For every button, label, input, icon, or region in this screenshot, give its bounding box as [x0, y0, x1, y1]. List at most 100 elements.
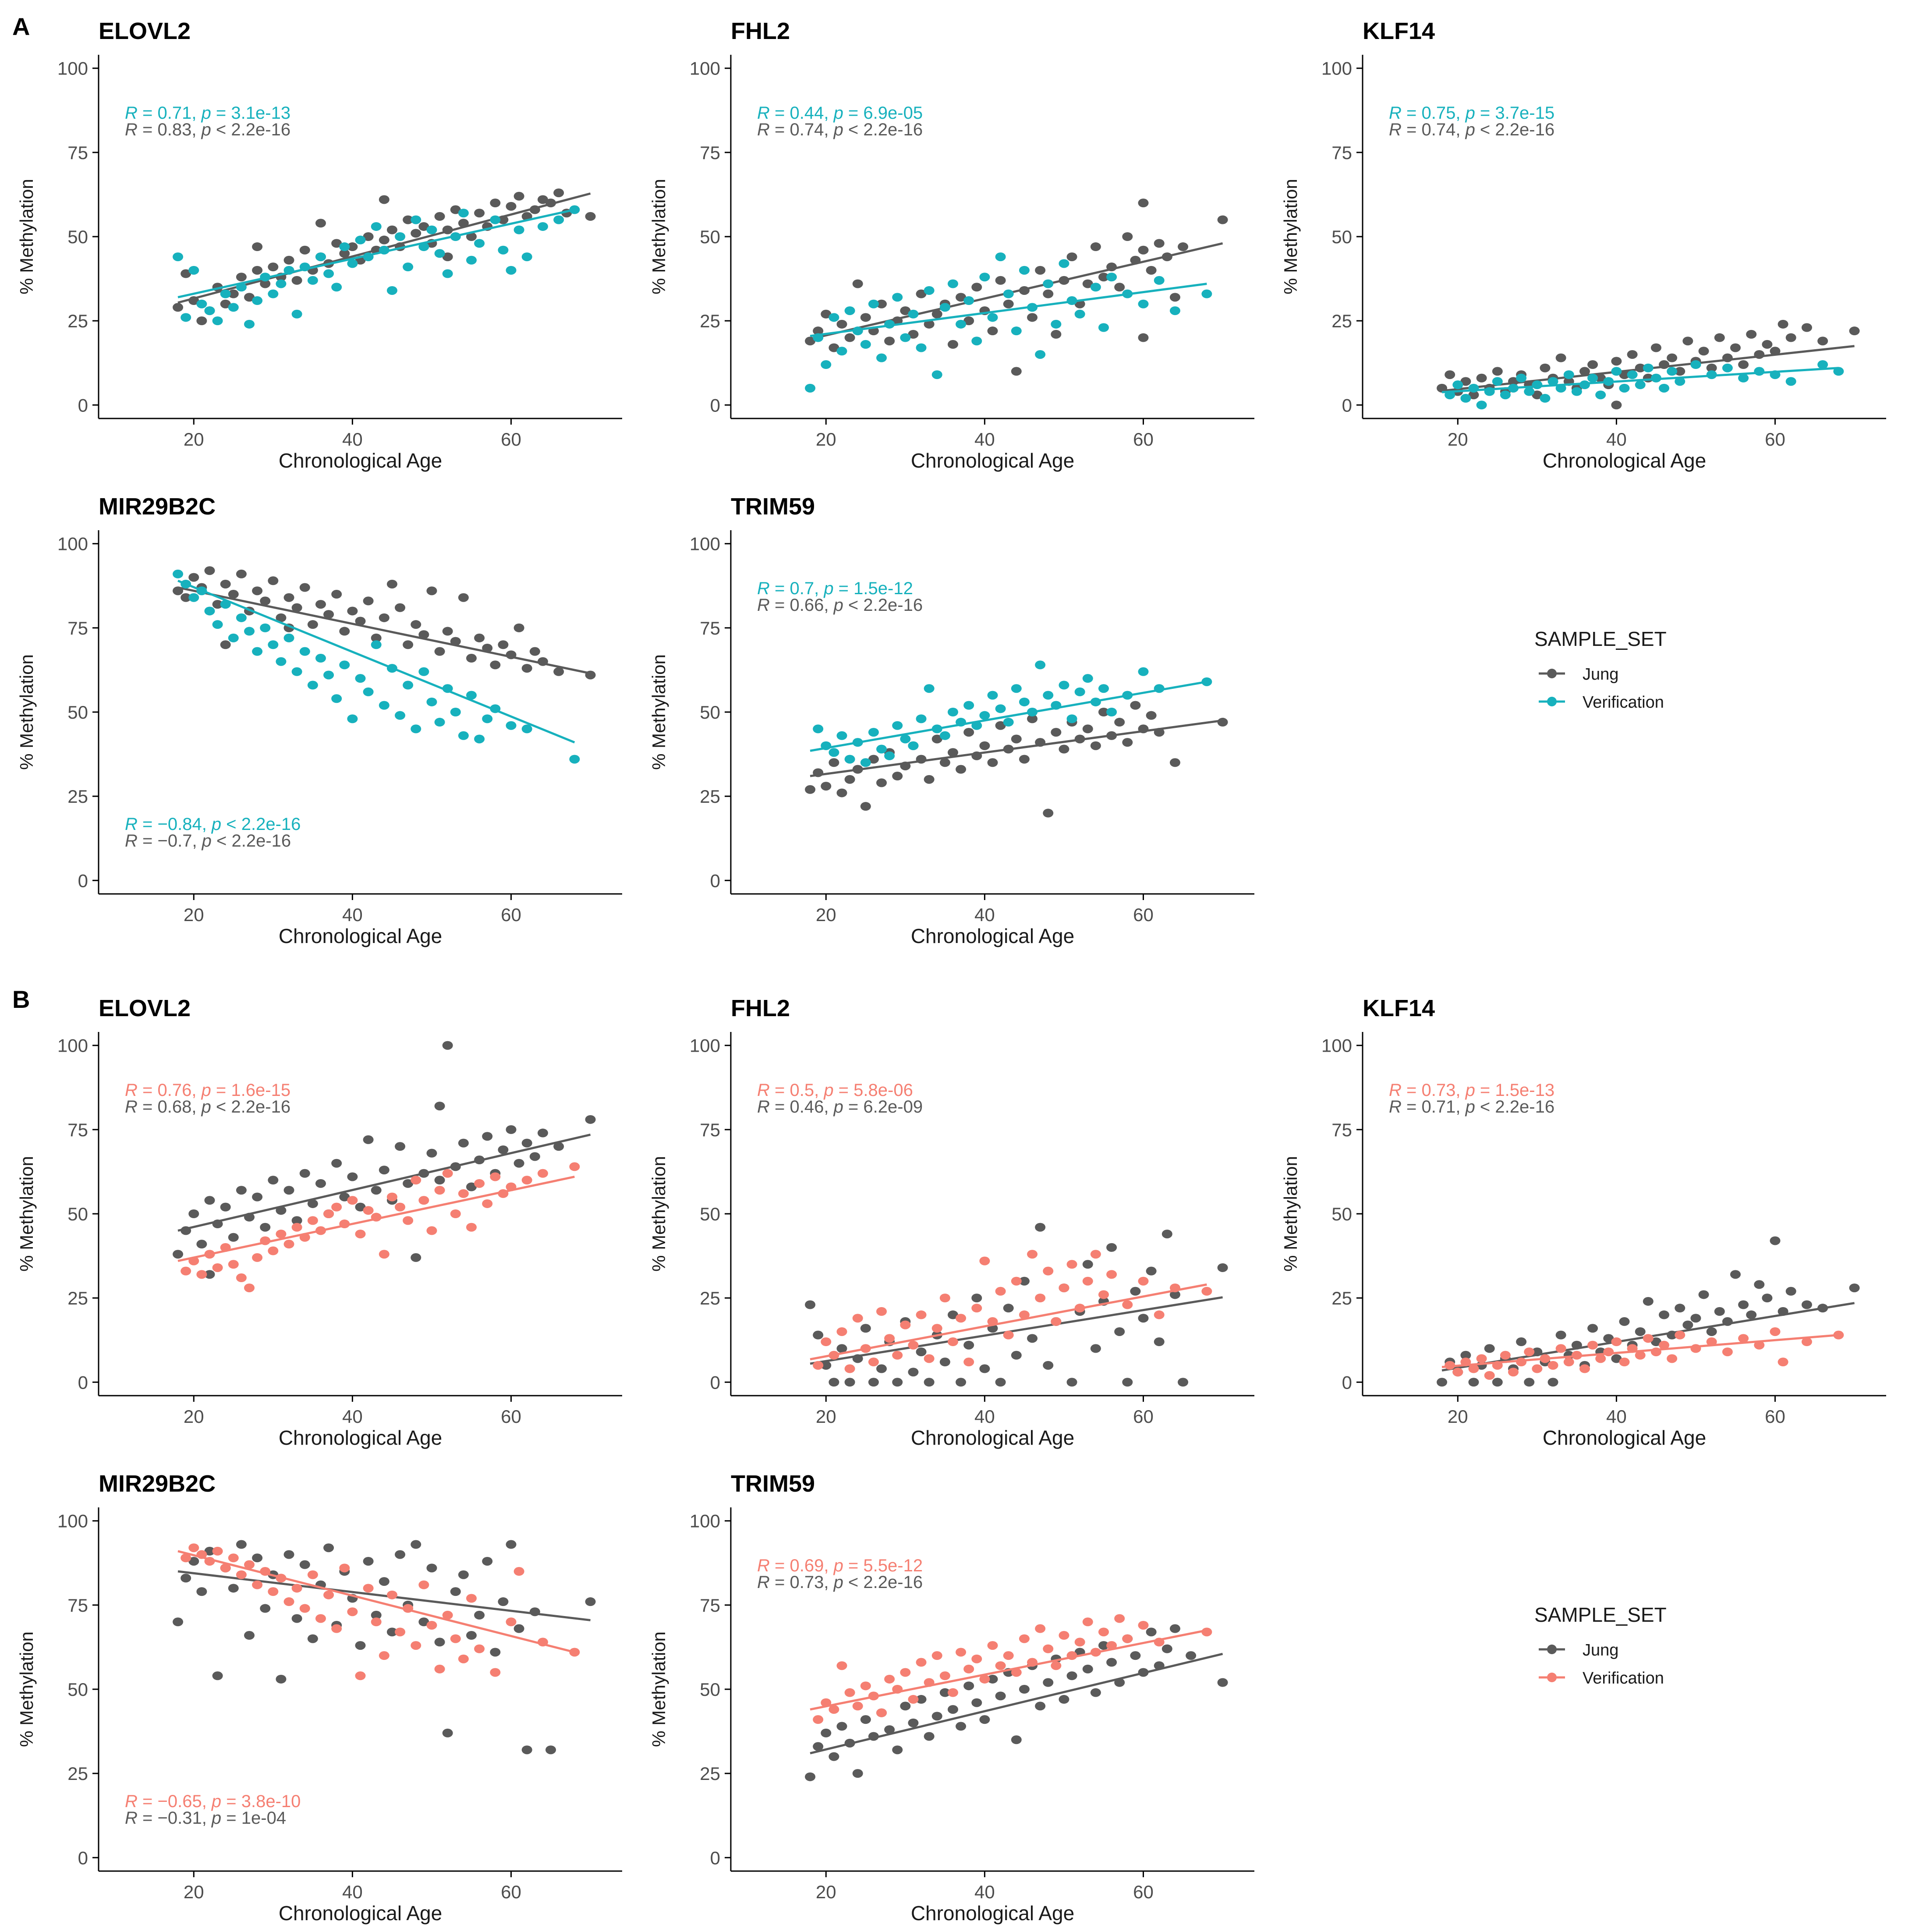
- data-point: [1738, 373, 1749, 383]
- panel-a-fhl2: FHL2 0 25 50 75 100 20 40 60 Chronological Age % M…: [648, 18, 1254, 472]
- data-point: [1611, 1354, 1622, 1363]
- legend-b: SAMPLE_SET Jung Verification: [1534, 1603, 1667, 1687]
- data-point: [963, 316, 974, 326]
- data-point: [363, 1135, 374, 1144]
- y-tick-label: 100: [57, 1511, 88, 1531]
- data-point: [236, 1273, 247, 1283]
- y-tick-label: 100: [57, 58, 88, 79]
- data-point: [1635, 1327, 1646, 1336]
- data-point: [466, 691, 477, 700]
- data-point: [1043, 289, 1054, 298]
- data-point: [1667, 367, 1678, 376]
- panel-title: TRIM59: [731, 1471, 815, 1497]
- data-point: [939, 1688, 950, 1697]
- data-point: [220, 299, 231, 308]
- data-point: [1460, 1351, 1471, 1360]
- data-point: [1138, 1314, 1149, 1323]
- data-point: [1460, 393, 1471, 403]
- data-point: [204, 1546, 215, 1556]
- data-point: [1627, 350, 1638, 359]
- data-point: [1138, 1276, 1149, 1286]
- data-point: [1066, 1378, 1077, 1387]
- data-point: [924, 286, 935, 295]
- data-point: [299, 245, 310, 255]
- data-point: [371, 222, 382, 231]
- data-point: [347, 1196, 358, 1205]
- data-point: [971, 1304, 982, 1313]
- x-tick-label: 60: [1133, 904, 1154, 925]
- data-point: [291, 309, 302, 319]
- data-point: [426, 1226, 437, 1235]
- data-point: [979, 1364, 990, 1373]
- data-point: [545, 1745, 556, 1755]
- data-point: [426, 697, 437, 706]
- x-tick-label: 20: [816, 1406, 836, 1427]
- data-point: [1484, 1344, 1495, 1353]
- data-point: [426, 1563, 437, 1573]
- data-point: [1090, 283, 1101, 292]
- data-point: [299, 1169, 310, 1178]
- data-point: [939, 1358, 950, 1367]
- data-point: [1138, 299, 1149, 308]
- data-point: [916, 1658, 927, 1667]
- data-point: [363, 1556, 374, 1566]
- data-point: [252, 1553, 263, 1563]
- data-point: [1468, 1378, 1479, 1387]
- data-point: [537, 1169, 548, 1178]
- data-point: [931, 734, 942, 744]
- data-point: [1722, 1347, 1733, 1357]
- data-point: [1746, 330, 1757, 339]
- data-point: [836, 1661, 847, 1670]
- data-point: [1437, 1378, 1448, 1387]
- data-point: [411, 724, 421, 734]
- data-point: [276, 1230, 287, 1239]
- data-point: [868, 1358, 879, 1367]
- data-point: [931, 370, 942, 379]
- data-point: [585, 1597, 596, 1606]
- panel-a-mir29b2c: MIR29B2C 0 25 50 75 100 20 40 60 Chronological Ag…: [16, 493, 622, 947]
- data-point: [916, 343, 927, 352]
- data-point: [450, 1587, 461, 1596]
- data-point: [1082, 1617, 1093, 1627]
- data-point: [331, 1624, 342, 1633]
- data-point: [1098, 708, 1109, 716]
- legend-a-title: SAMPLE_SET: [1534, 627, 1667, 650]
- data-point: [1524, 1347, 1535, 1357]
- series-verification: [810, 1250, 1212, 1373]
- data-point: [884, 1674, 895, 1684]
- data-point: [323, 269, 334, 278]
- data-point: [379, 235, 389, 245]
- data-point: [947, 340, 958, 349]
- data-point: [939, 1294, 950, 1303]
- data-point: [1690, 360, 1701, 369]
- data-point: [995, 252, 1006, 262]
- data-point: [947, 748, 958, 757]
- data-point: [553, 667, 564, 676]
- data-point: [892, 1378, 903, 1387]
- data-point: [1019, 266, 1030, 275]
- data-point: [521, 252, 532, 262]
- data-point: [836, 1327, 847, 1336]
- panel-a-trim59: TRIM59 0 25 50 75 100 20 40 60 Chronological Age%…: [648, 493, 1254, 947]
- data-point: [291, 1223, 302, 1232]
- data-point: [1106, 1658, 1117, 1667]
- data-point: [521, 724, 532, 734]
- data-point: [947, 1310, 958, 1319]
- data-point: [1154, 276, 1165, 285]
- data-point: [426, 586, 437, 596]
- data-point: [498, 1145, 509, 1154]
- data-point: [860, 802, 871, 811]
- data-point: [1082, 1260, 1093, 1269]
- data-point: [331, 694, 342, 703]
- data-point: [1667, 1354, 1678, 1363]
- data-point: [283, 593, 294, 602]
- data-point: [450, 637, 461, 646]
- data-point: [813, 1361, 824, 1370]
- data-point: [1043, 1644, 1054, 1653]
- data-point: [916, 714, 927, 723]
- data-point: [513, 1567, 524, 1576]
- data-point: [813, 1715, 824, 1724]
- data-point: [181, 313, 191, 322]
- data-point: [916, 289, 927, 298]
- data-point: [291, 1584, 302, 1593]
